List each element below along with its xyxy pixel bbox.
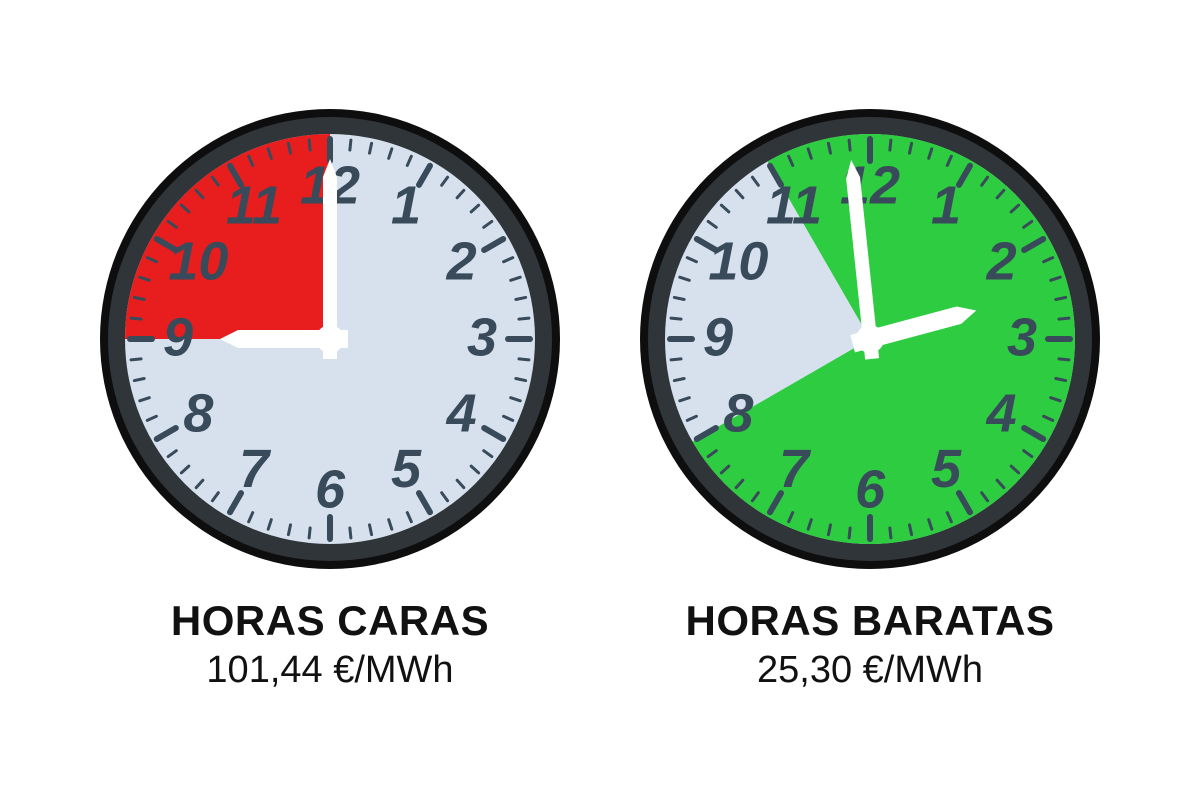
svg-text:8: 8 <box>183 383 213 443</box>
svg-text:7: 7 <box>779 438 812 498</box>
svg-text:4: 4 <box>446 383 477 443</box>
svg-text:7: 7 <box>239 438 272 498</box>
svg-text:5: 5 <box>391 438 422 498</box>
expensive-hours-panel: 121234567891011 HORAS CARAS 101,44 €/MWh <box>100 109 560 692</box>
svg-text:8: 8 <box>723 383 753 443</box>
cheap-hours-clock: 121234567891011 <box>640 109 1100 569</box>
cheap-hours-panel: 121234567891011 HORAS BARATAS 25,30 €/MW… <box>640 109 1100 692</box>
svg-text:3: 3 <box>467 307 497 367</box>
svg-text:2: 2 <box>446 231 477 291</box>
svg-text:11: 11 <box>766 175 822 235</box>
svg-text:1: 1 <box>931 175 961 235</box>
expensive-hours-clock: 121234567891011 <box>100 109 560 569</box>
expensive-hours-title: HORAS CARAS <box>171 597 489 645</box>
svg-text:5: 5 <box>931 438 962 498</box>
svg-text:2: 2 <box>986 231 1017 291</box>
svg-text:3: 3 <box>1007 307 1037 367</box>
svg-text:11: 11 <box>226 175 282 235</box>
expensive-hours-price: 101,44 €/MWh <box>171 649 489 692</box>
cheap-hours-caption: HORAS BARATAS 25,30 €/MWh <box>686 597 1055 692</box>
svg-text:1: 1 <box>391 175 421 235</box>
svg-text:9: 9 <box>163 307 193 367</box>
svg-text:10: 10 <box>708 231 768 291</box>
svg-text:6: 6 <box>315 459 346 519</box>
svg-text:9: 9 <box>703 307 733 367</box>
svg-text:10: 10 <box>168 231 228 291</box>
svg-text:4: 4 <box>986 383 1017 443</box>
cheap-hours-price: 25,30 €/MWh <box>686 649 1055 692</box>
expensive-hours-caption: HORAS CARAS 101,44 €/MWh <box>171 597 489 692</box>
cheap-hours-title: HORAS BARATAS <box>686 597 1055 645</box>
svg-text:6: 6 <box>855 459 886 519</box>
